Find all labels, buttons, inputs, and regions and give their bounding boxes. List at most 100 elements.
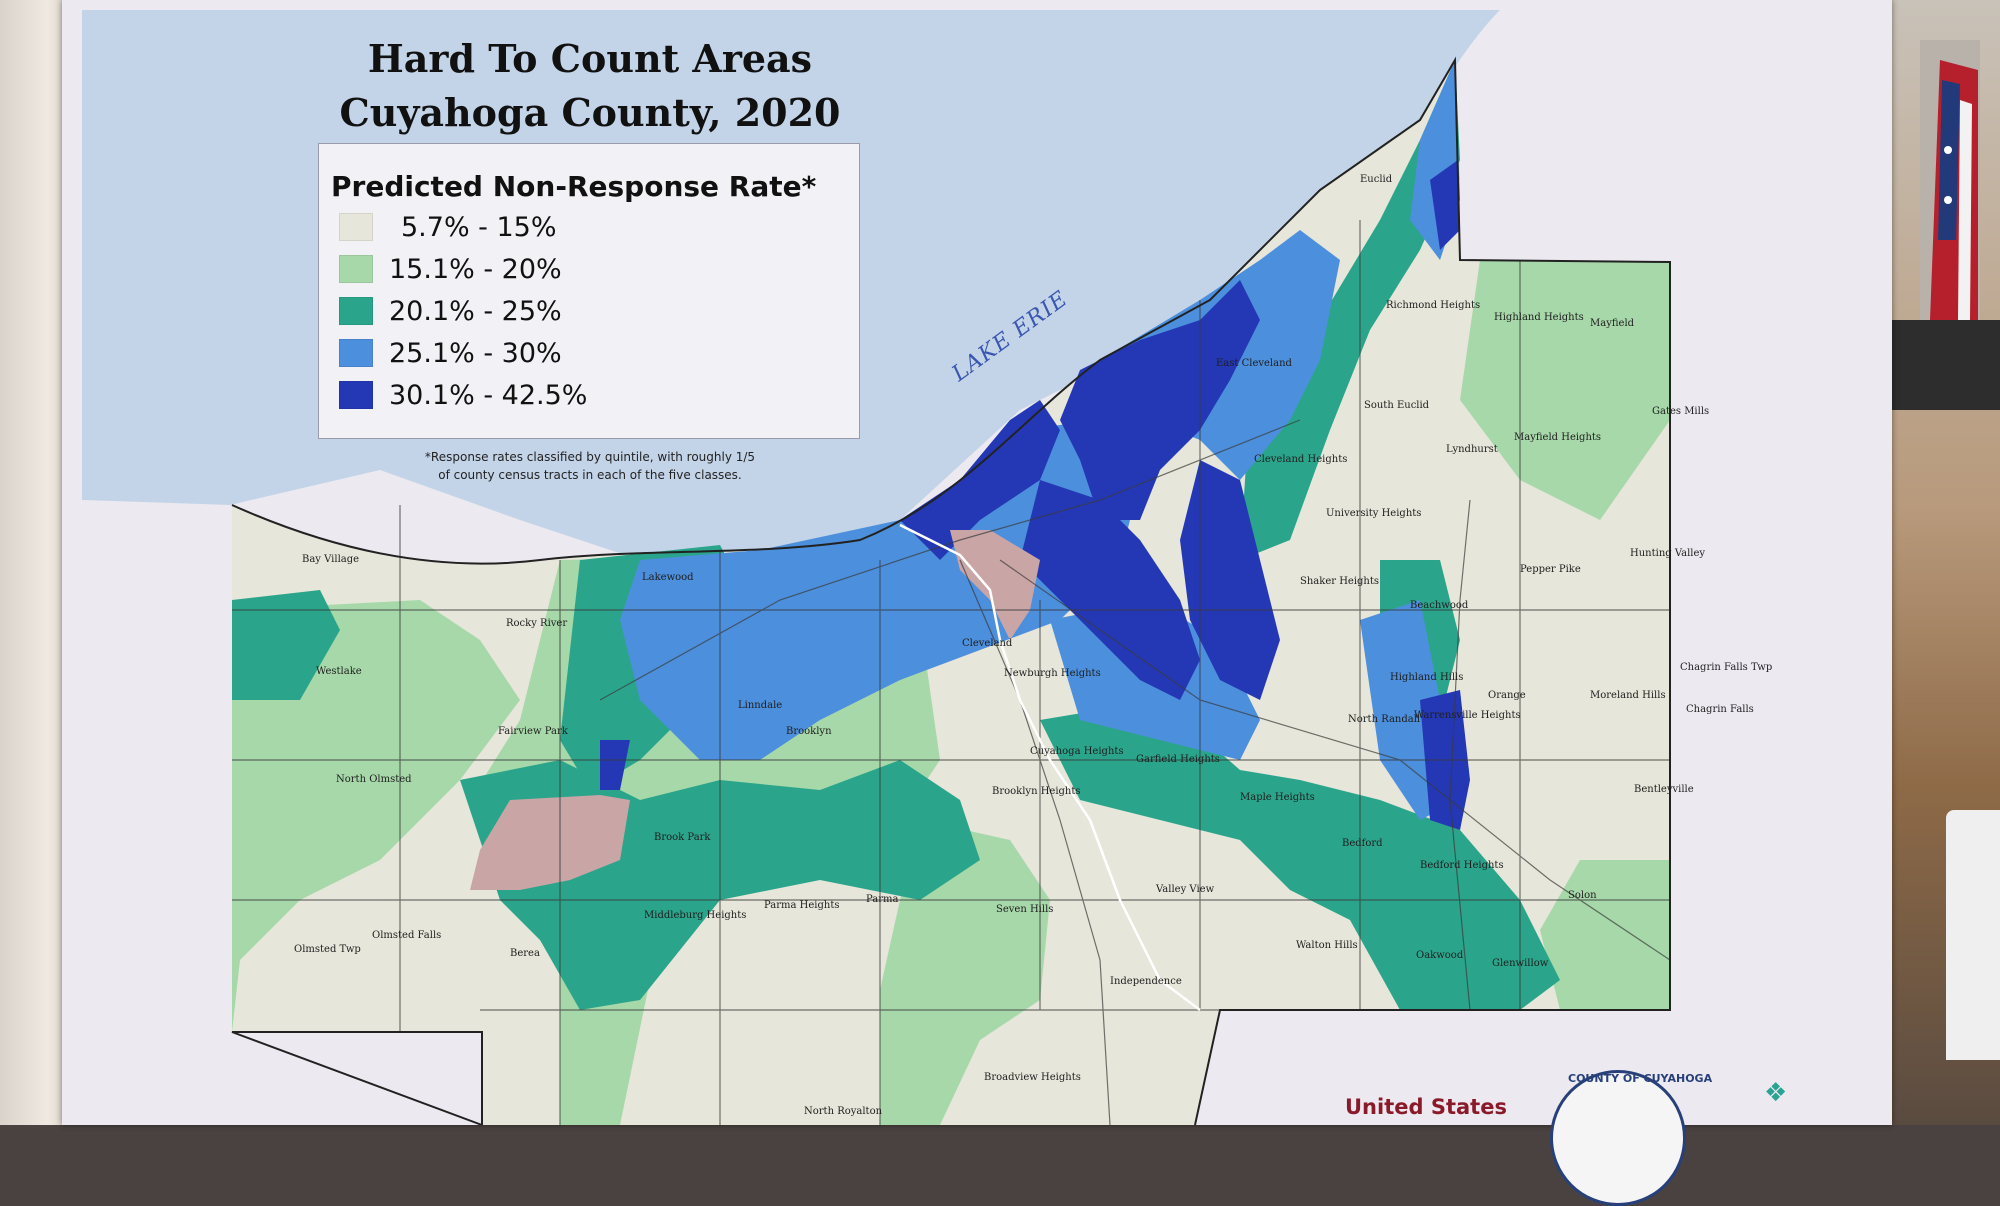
- place-label: Garfield Heights: [1136, 754, 1220, 765]
- tract-teal: [232, 590, 340, 700]
- place-label: North Olmsted: [336, 774, 412, 785]
- place-labels: Euclid Richmond Heights Highland Heights…: [294, 174, 1772, 1117]
- footnote-line2: of county census tracts in each of the f…: [438, 468, 742, 482]
- place-label: Euclid: [1360, 174, 1393, 185]
- legend-item: 20.1% - 25%: [339, 295, 562, 327]
- cuyahoga-logo-icon: ❖: [1764, 1078, 1788, 1108]
- place-label: Richmond Heights: [1386, 300, 1480, 311]
- tract-teal: [1040, 700, 1560, 1010]
- county-outline: [231, 56, 1671, 1125]
- place-label: Cleveland: [962, 638, 1013, 649]
- place-label: North Randall: [1348, 714, 1420, 725]
- place-label: Mayfield Heights: [1514, 432, 1601, 443]
- place-label: Valley View: [1155, 884, 1215, 895]
- place-label: Moreland Hills: [1590, 690, 1666, 701]
- place-label: Westlake: [316, 666, 362, 677]
- legend-swatch: [339, 381, 373, 409]
- county-map: Euclid Richmond Heights Highland Heights…: [82, 10, 1772, 1125]
- footnote-line1: *Response rates classified by quintile, …: [424, 450, 756, 464]
- place-label: Glenwillow: [1492, 958, 1549, 969]
- place-label: Chagrin Falls Twp: [1680, 662, 1772, 673]
- map-title-line2: Cuyahoga County, 2020: [339, 90, 841, 135]
- tract-light-green: [232, 600, 520, 1032]
- census-logo-text: United States: [1345, 1095, 1507, 1119]
- place-label: South Euclid: [1364, 400, 1430, 411]
- map-legend: Predicted Non-Response Rate* 5.7% - 15% …: [318, 143, 860, 439]
- tract-teal: [1240, 60, 1460, 560]
- legend-swatch: [339, 255, 373, 283]
- legend-title: Predicted Non-Response Rate*: [331, 170, 817, 203]
- place-label: Newburgh Heights: [1004, 668, 1101, 679]
- place-label: Oakwood: [1416, 950, 1464, 961]
- county-seal-icon: [1550, 1070, 1686, 1206]
- tract-dark-blue: [1180, 460, 1280, 700]
- legend-swatch: [339, 339, 373, 367]
- place-label: Highland Hills: [1390, 672, 1463, 683]
- place-label: Linndale: [738, 700, 782, 711]
- place-label: Seven Hills: [996, 904, 1053, 915]
- place-label: Bedford: [1342, 838, 1383, 849]
- place-label: Beachwood: [1410, 600, 1469, 611]
- place-label: Gates Mills: [1652, 406, 1709, 417]
- cuyahoga-river: [899, 523, 1201, 1011]
- map-title-line1: Hard To Count Areas: [367, 36, 813, 81]
- place-label: Cuyahoga Heights: [1030, 746, 1124, 757]
- place-label: Walton Hills: [1296, 940, 1358, 951]
- legend-swatch: [339, 297, 373, 325]
- legend-label: 20.1% - 25%: [389, 295, 562, 327]
- legend-label: 30.1% - 42.5%: [389, 379, 588, 411]
- place-label: Lakewood: [642, 572, 694, 583]
- census-logo: United States: [1345, 1095, 1507, 1119]
- place-label: Bedford Heights: [1420, 860, 1504, 871]
- legend-footnote: *Response rates classified by quintile, …: [400, 448, 780, 484]
- legend-item: 30.1% - 42.5%: [339, 379, 588, 411]
- tract-dark-blue: [1060, 280, 1260, 520]
- place-label: Berea: [510, 948, 540, 959]
- tract-dark-blue: [900, 400, 1060, 560]
- place-label: Rocky River: [506, 618, 567, 629]
- place-label: Shaker Heights: [1300, 576, 1379, 587]
- place-label: Orange: [1488, 690, 1526, 701]
- place-label: Warrensville Heights: [1414, 710, 1521, 721]
- place-label: Brooklyn Heights: [992, 786, 1081, 797]
- place-label: Bay Village: [302, 554, 359, 565]
- place-label: Maple Heights: [1240, 792, 1315, 803]
- legend-item: 25.1% - 30%: [339, 337, 562, 369]
- place-label: Brook Park: [654, 832, 711, 843]
- place-label: East Cleveland: [1216, 358, 1293, 369]
- background-monitor: [1888, 320, 2000, 410]
- legend-label: 25.1% - 30%: [389, 337, 562, 369]
- tract-light-green: [1460, 260, 1670, 520]
- legend-item: 15.1% - 20%: [339, 253, 562, 285]
- downtown-zone: [950, 530, 1040, 640]
- legend-item: 5.7% - 15%: [339, 211, 557, 243]
- place-label: Independence: [1110, 976, 1182, 987]
- road-network: [232, 220, 1671, 1125]
- place-label: Pepper Pike: [1520, 564, 1581, 575]
- place-label: Olmsted Twp: [294, 944, 361, 955]
- airport-zone: [470, 795, 630, 890]
- place-label: Chagrin Falls: [1686, 704, 1754, 715]
- place-label: Olmsted Falls: [372, 930, 441, 941]
- legend-label: 15.1% - 20%: [389, 253, 562, 285]
- place-label: Mayfield: [1590, 318, 1635, 329]
- tract-dark-blue: [1020, 480, 1200, 700]
- place-label: University Heights: [1326, 508, 1421, 519]
- place-label: North Royalton: [804, 1106, 883, 1117]
- legend-swatch: [339, 213, 373, 241]
- place-label: Broadview Heights: [984, 1072, 1081, 1083]
- county-seal-text: COUNTY OF CUYAHOGA: [1568, 1072, 1713, 1085]
- place-label: Parma: [866, 894, 899, 905]
- place-label: Fairview Park: [498, 726, 569, 737]
- map-title: Hard To Count Areas Cuyahoga County, 202…: [260, 32, 920, 140]
- place-label: Cleveland Heights: [1254, 454, 1347, 465]
- place-label: Lyndhurst: [1446, 444, 1498, 455]
- tract-light-green: [1540, 860, 1670, 1010]
- place-label: Highland Heights: [1494, 312, 1584, 323]
- tract-dark-blue: [600, 740, 630, 790]
- place-label: Hunting Valley: [1630, 548, 1705, 559]
- flag-icon: [1920, 40, 1980, 320]
- place-label: Middleburg Heights: [644, 910, 746, 921]
- legend-label: 5.7% - 15%: [401, 211, 557, 243]
- place-label: Solon: [1568, 890, 1597, 901]
